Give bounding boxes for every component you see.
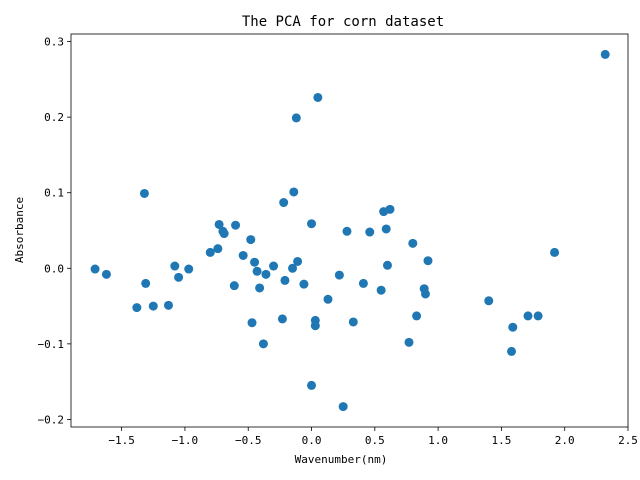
data-point — [523, 311, 533, 321]
data-point — [250, 257, 260, 267]
data-point — [348, 317, 358, 327]
data-point — [365, 227, 375, 237]
y-tick-label: 0.3 — [44, 36, 64, 49]
x-tick-label: 1.0 — [428, 434, 448, 447]
data-point — [289, 187, 299, 197]
data-point — [132, 303, 142, 313]
x-tick-label: −1.0 — [172, 434, 199, 447]
data-point — [484, 296, 494, 306]
y-tick-label: 0.2 — [44, 111, 64, 124]
data-point — [307, 219, 317, 229]
data-point — [288, 263, 298, 273]
y-tick-label: −0.2 — [38, 413, 65, 426]
x-axis: −1.5 −1.0 −0.5 0.0 0.5 1.0 1.5 2.0 2.5 — [108, 427, 638, 447]
x-tick-label: 0.0 — [302, 434, 322, 447]
data-point — [600, 49, 610, 59]
data-point — [382, 260, 392, 270]
data-point — [279, 198, 289, 208]
x-tick-label: 0.5 — [365, 434, 385, 447]
data-point — [247, 318, 257, 328]
chart-title: The PCA for corn dataset — [242, 14, 444, 30]
data-point — [299, 279, 309, 289]
data-point — [148, 301, 158, 311]
data-point — [313, 92, 323, 102]
data-point — [269, 261, 279, 271]
data-point — [508, 322, 518, 332]
data-point — [533, 311, 543, 321]
data-point — [229, 281, 239, 291]
data-point — [376, 285, 386, 295]
data-point — [507, 346, 517, 356]
data-point — [334, 270, 344, 280]
data-point — [246, 235, 256, 245]
data-point — [90, 264, 100, 274]
data-point — [170, 261, 180, 271]
data-point — [258, 339, 268, 349]
data-point — [231, 220, 241, 230]
data-point — [408, 238, 418, 248]
data-point — [412, 311, 422, 321]
data-point — [214, 219, 224, 229]
data-point — [205, 247, 215, 257]
data-point — [420, 289, 430, 299]
x-tick-label: −1.5 — [108, 434, 135, 447]
x-tick-label: 2.5 — [618, 434, 638, 447]
data-point — [139, 188, 149, 198]
data-point — [261, 269, 271, 279]
data-point — [342, 226, 352, 236]
data-point — [423, 256, 433, 266]
data-point — [293, 256, 303, 266]
data-point — [184, 264, 194, 274]
plot-frame — [70, 33, 629, 428]
data-points — [90, 49, 610, 412]
y-axis: −0.2 −0.1 0.0 0.1 0.2 0.3 — [38, 36, 71, 426]
data-point — [219, 229, 229, 239]
x-tick-label: −0.5 — [235, 434, 262, 447]
y-axis-label: Absorbance — [13, 197, 26, 263]
data-point — [280, 275, 290, 285]
data-point — [550, 247, 560, 257]
data-point — [310, 321, 320, 331]
data-point — [404, 337, 414, 347]
data-point — [141, 278, 151, 288]
data-point — [307, 380, 317, 390]
data-point — [252, 266, 262, 276]
data-point — [277, 314, 287, 324]
data-point — [358, 278, 368, 288]
y-tick-label: −0.1 — [38, 338, 65, 351]
data-point — [255, 283, 265, 293]
data-point — [385, 204, 395, 214]
data-point — [163, 300, 173, 310]
data-point — [213, 244, 223, 254]
data-point — [323, 294, 333, 304]
x-tick-label: 1.5 — [491, 434, 511, 447]
y-tick-label: 0.1 — [44, 187, 64, 200]
x-axis-label: Wavenumber(nm) — [295, 453, 388, 466]
data-point — [101, 269, 111, 279]
y-tick-label: 0.0 — [44, 262, 64, 275]
data-point — [174, 272, 184, 282]
data-point — [381, 224, 391, 234]
data-point — [338, 402, 348, 412]
data-point — [291, 113, 301, 123]
data-point — [238, 250, 248, 260]
x-tick-label: 2.0 — [555, 434, 575, 447]
